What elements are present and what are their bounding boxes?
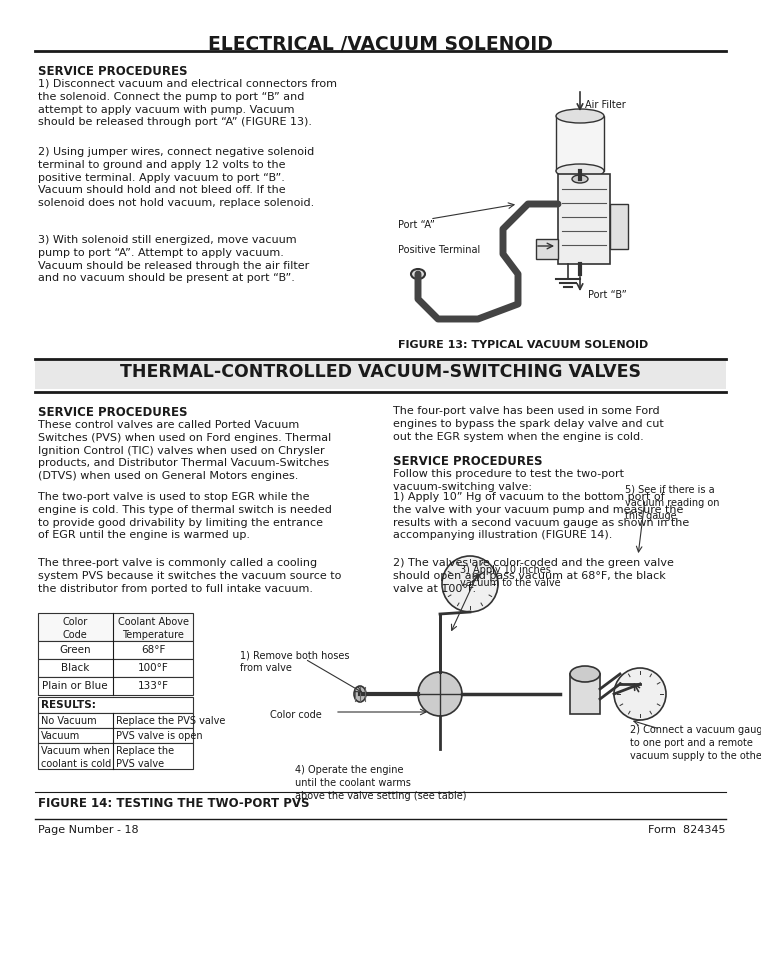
Text: RESULTS:: RESULTS:: [41, 700, 96, 709]
Text: 3) Apply 10 inches
vacuum to the valve: 3) Apply 10 inches vacuum to the valve: [460, 564, 561, 587]
Ellipse shape: [411, 270, 425, 280]
Text: Vacuum: Vacuum: [41, 730, 80, 740]
Text: SERVICE PROCEDURES: SERVICE PROCEDURES: [38, 65, 187, 78]
Text: Replace the
PVS valve: Replace the PVS valve: [116, 745, 174, 768]
Bar: [570, 675, 600, 714]
Text: Port “A”: Port “A”: [398, 220, 435, 230]
Text: Color
Code: Color Code: [62, 617, 88, 639]
Text: 5) See if there is a
vacuum reading on
this gauge: 5) See if there is a vacuum reading on t…: [625, 484, 719, 520]
Bar: [38, 743, 193, 769]
Bar: [35, 359, 726, 390]
Text: No Vacuum: No Vacuum: [41, 716, 97, 725]
Ellipse shape: [354, 686, 366, 702]
Text: Coolant Above
Temperature: Coolant Above Temperature: [117, 617, 189, 639]
Text: Black: Black: [61, 662, 89, 672]
Ellipse shape: [572, 175, 588, 184]
Text: The three-port valve is commonly called a cooling
system PVS because it switches: The three-port valve is commonly called …: [38, 558, 342, 593]
Text: Positive Terminal: Positive Terminal: [398, 245, 480, 254]
Text: 4) Operate the engine
until the coolant warms
above the valve setting (see table: 4) Operate the engine until the coolant …: [295, 764, 466, 800]
Text: Color code: Color code: [270, 709, 322, 720]
Text: ELECTRICAL /VACUUM SOLENOID: ELECTRICAL /VACUUM SOLENOID: [208, 35, 553, 54]
Text: FIGURE 13: TYPICAL VACUUM SOLENOID: FIGURE 13: TYPICAL VACUUM SOLENOID: [398, 339, 648, 350]
Text: 133°F: 133°F: [138, 680, 168, 690]
Bar: [536, 240, 558, 260]
Ellipse shape: [556, 110, 604, 124]
Text: SERVICE PROCEDURES: SERVICE PROCEDURES: [393, 455, 543, 468]
Bar: [38, 713, 193, 728]
Bar: [556, 117, 604, 172]
Text: 1) Apply 10” Hg of vacuum to the bottom port of
the valve with your vacuum pump : 1) Apply 10” Hg of vacuum to the bottom …: [393, 492, 689, 539]
Bar: [38, 678, 193, 696]
Bar: [38, 698, 193, 713]
Text: 3) With solenoid still energized, move vacuum
pump to port “A”. Attempt to apply: 3) With solenoid still energized, move v…: [38, 234, 309, 283]
Bar: [610, 205, 628, 250]
Text: Page Number - 18: Page Number - 18: [38, 824, 139, 834]
Ellipse shape: [556, 165, 604, 179]
Text: 2) Using jumper wires, connect negative solenoid
terminal to ground and apply 12: 2) Using jumper wires, connect negative …: [38, 147, 314, 208]
Text: PVS valve is open: PVS valve is open: [116, 730, 202, 740]
Text: 1) Disconnect vacuum and electrical connectors from
the solenoid. Connect the pu: 1) Disconnect vacuum and electrical conn…: [38, 79, 337, 128]
Text: Follow this procedure to test the two-port
vacuum-switching valve:: Follow this procedure to test the two-po…: [393, 469, 624, 492]
Text: THERMAL-CONTROLLED VACUUM-SWITCHING VALVES: THERMAL-CONTROLLED VACUUM-SWITCHING VALV…: [120, 363, 641, 380]
Bar: [38, 728, 193, 743]
Text: Green: Green: [59, 644, 91, 655]
Text: 2) The valves are color-coded and the green valve
should open and pass vacuum at: 2) The valves are color-coded and the gr…: [393, 558, 674, 593]
Text: 1) Remove both hoses
from valve: 1) Remove both hoses from valve: [240, 649, 349, 672]
Text: 100°F: 100°F: [138, 662, 168, 672]
Circle shape: [442, 557, 498, 613]
Text: Plain or Blue: Plain or Blue: [42, 680, 108, 690]
Text: The four-port valve has been used in some Ford
engines to bypass the spark delay: The four-port valve has been used in som…: [393, 406, 664, 441]
Text: Air Filter: Air Filter: [585, 100, 626, 110]
Text: SERVICE PROCEDURES: SERVICE PROCEDURES: [38, 406, 187, 418]
Text: Vacuum when
coolant is cold: Vacuum when coolant is cold: [41, 745, 111, 768]
Ellipse shape: [570, 666, 600, 682]
Bar: [38, 614, 193, 641]
Circle shape: [614, 668, 666, 720]
Text: 68°F: 68°F: [141, 644, 165, 655]
Text: 2) Connect a vacuum gauge
to one port and a remote
vacuum supply to the other: 2) Connect a vacuum gauge to one port an…: [630, 724, 761, 760]
Circle shape: [418, 672, 462, 717]
Bar: [558, 174, 610, 265]
Text: FIGURE 14: TESTING THE TWO-PORT PVS: FIGURE 14: TESTING THE TWO-PORT PVS: [38, 796, 310, 809]
Bar: [38, 641, 193, 659]
Text: These control valves are called Ported Vacuum
Switches (PVS) when used on Ford e: These control valves are called Ported V…: [38, 419, 331, 480]
Bar: [38, 659, 193, 678]
Text: The two-port valve is used to stop EGR while the
engine is cold. This type of th: The two-port valve is used to stop EGR w…: [38, 492, 332, 539]
Text: Form  824345: Form 824345: [648, 824, 726, 834]
Text: Replace the PVS valve: Replace the PVS valve: [116, 716, 225, 725]
Text: Port “B”: Port “B”: [588, 290, 627, 299]
